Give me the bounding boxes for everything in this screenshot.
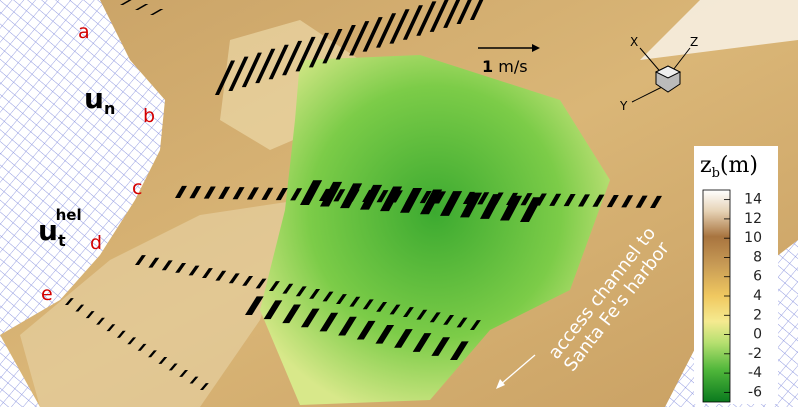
subscript: b <box>712 166 720 181</box>
subscript: n <box>104 99 115 118</box>
colorbar-tick-label: 6 <box>753 269 762 285</box>
axis-label: X <box>630 35 638 49</box>
colorbar-tick-label: 12 <box>744 211 762 227</box>
point-label: c <box>132 177 142 199</box>
point-label: b <box>143 105 155 127</box>
symbol: z <box>700 153 712 178</box>
scale-value: 1 <box>482 57 493 76</box>
figure: a b c d e un uthel 1 m/s X Z Y access ch… <box>0 0 798 407</box>
colorbar-tick-label: 4 <box>753 288 762 304</box>
superscript: hel <box>56 206 82 224</box>
point-label: d <box>90 232 102 254</box>
colorbar-tick-label: -4 <box>748 365 762 381</box>
colorbar-tick-label: 14 <box>744 192 762 208</box>
colorbar-tick-label: -2 <box>748 346 762 362</box>
scale-unit: m/s <box>498 57 527 76</box>
axis-label: Z <box>690 35 698 49</box>
colorbar-tick-label: 10 <box>744 230 762 246</box>
point-label: e <box>41 283 53 305</box>
axis-label: Y <box>619 99 628 113</box>
unit: (m) <box>720 153 758 178</box>
colorbar-title: zb(m) <box>700 153 758 181</box>
colorbar-tick-label: -6 <box>748 384 762 400</box>
scale-label: 1 m/s <box>482 57 528 76</box>
subscript: t <box>58 231 66 250</box>
colorbar-tick-label: 2 <box>753 307 762 323</box>
colorbar-tick-label: 0 <box>753 327 762 343</box>
colorbar-tick-label: 8 <box>753 249 762 265</box>
symbol: u <box>84 82 104 115</box>
point-label: a <box>78 21 90 43</box>
